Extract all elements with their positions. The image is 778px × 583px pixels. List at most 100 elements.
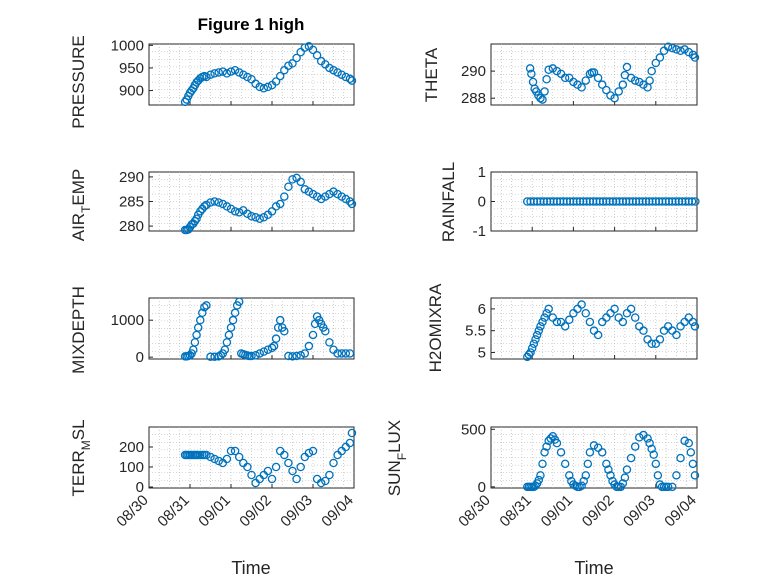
data-point-h2omixra [647, 339, 656, 348]
data-point-sun-flux [653, 471, 663, 480]
data-point-mixdepth [308, 330, 318, 340]
data-point-h2omixra [610, 304, 619, 314]
data-point-sun-flux [581, 471, 591, 480]
data-point-terr-msl [345, 438, 355, 448]
data-point-pressure [345, 74, 355, 84]
ylabel-sun-flux: SUNFLUX [385, 420, 409, 496]
data-point-sun-flux [546, 434, 555, 443]
figure-title: Figure 1 high [198, 15, 305, 34]
ylabel-terr-msl: TERRMSL [69, 419, 93, 496]
data-point-h2omixra [688, 317, 698, 327]
data-point-sun-flux [690, 471, 700, 480]
ytick-label-sun-flux: 0 [478, 479, 486, 496]
data-point-terr-msl [267, 474, 277, 484]
data-point-sun-flux [649, 450, 658, 459]
data-point-terr-msl [243, 462, 252, 472]
data-point-air-temp [300, 184, 310, 194]
data-point-air-temp [210, 197, 219, 206]
data-point-pressure [263, 82, 273, 92]
data-point-mixdepth [333, 349, 342, 358]
data-point-terr-msl [210, 454, 219, 464]
xtick-label-sun-flux: 09/02 [579, 492, 618, 531]
data-point-h2omixra [593, 330, 603, 340]
data-point-mixdepth [321, 327, 330, 336]
data-point-sun-flux [583, 459, 593, 469]
data-point-h2omixra [672, 330, 681, 340]
data-point-air-temp [234, 208, 244, 217]
data-point-terr-msl [304, 448, 314, 458]
data-point-h2omixra [690, 322, 700, 331]
subplot-h2omixra: 55.56 [465, 297, 700, 361]
data-point-mixdepth [206, 352, 215, 362]
data-point-sun-flux [663, 482, 673, 492]
data-point-air-temp [284, 182, 293, 191]
data-point-h2omixra [532, 330, 542, 340]
xlabel-left: Time [231, 558, 270, 578]
data-point-sun-flux [647, 444, 656, 454]
data-point-mixdepth [247, 351, 256, 361]
data-point-sun-flux [630, 442, 640, 451]
ytick-label-h2omixra: 6 [478, 301, 486, 318]
data-point-air-temp [329, 187, 338, 196]
data-point-theta [618, 80, 628, 89]
data-point-theta [630, 76, 640, 85]
data-point-air-temp [251, 212, 260, 222]
data-point-pressure [214, 68, 223, 77]
data-point-mixdepth [230, 308, 240, 318]
xtick-label-terr-msl: 09/03 [277, 492, 316, 531]
data-point-mixdepth [269, 341, 279, 351]
data-point-mixdepth [337, 349, 346, 358]
data-point-rainfall [691, 197, 700, 206]
data-point-mixdepth [280, 327, 289, 336]
data-point-sun-flux [622, 465, 632, 474]
data-point-air-temp [230, 207, 240, 216]
data-point-h2omixra [544, 304, 553, 314]
data-point-sun-flux [684, 438, 694, 448]
data-point-theta [593, 73, 603, 83]
data-point-terr-msl [321, 476, 330, 486]
data-point-air-temp [218, 199, 228, 209]
data-point-rainfall [687, 197, 697, 206]
data-point-sun-flux [651, 459, 661, 469]
ylabel-sun-rest: LUX [385, 420, 404, 453]
ytick-label-theta: 290 [461, 63, 486, 80]
ytick-label-terr-msl: 200 [119, 439, 144, 456]
data-point-h2omixra [531, 335, 540, 344]
ytick-label-terr-msl: 100 [119, 459, 144, 476]
data-point-sun-flux [585, 448, 595, 457]
data-point-theta [525, 64, 535, 73]
data-point-sun-flux [635, 433, 644, 442]
data-point-h2omixra [552, 317, 562, 327]
data-point-h2omixra [529, 339, 539, 348]
data-point-air-temp [202, 200, 211, 210]
data-point-air-temp [206, 198, 215, 207]
data-point-pressure [284, 61, 293, 70]
ytick-label-pressure: 1000 [111, 37, 144, 54]
data-point-sun-flux [540, 448, 549, 457]
data-point-air-temp [325, 189, 334, 199]
data-point-h2omixra [538, 317, 547, 327]
data-point-sun-flux [579, 476, 588, 486]
data-point-sun-flux [577, 481, 586, 490]
data-point-mixdepth [263, 345, 273, 355]
data-point-terr-msl [316, 478, 326, 488]
data-point-mixdepth [200, 302, 209, 312]
data-point-theta [542, 74, 551, 84]
subplot-mixdepth: 0 1000 [111, 297, 355, 366]
ylabel-rainfall: RAINFALL [439, 162, 458, 242]
data-point-terr-msl [288, 466, 297, 476]
ylabel-h2omixra: H2OMIXRA [426, 283, 445, 372]
data-point-terr-msl [280, 450, 289, 460]
data-point-theta [668, 43, 677, 53]
data-point-mixdepth [202, 301, 211, 310]
ytick-label-rainfall: -1 [473, 223, 486, 240]
data-point-h2omixra [524, 350, 534, 359]
data-point-sun-flux [556, 448, 566, 457]
data-point-air-temp [333, 189, 342, 199]
data-point-h2omixra [639, 326, 648, 335]
ytick-label-rainfall: 0 [478, 194, 486, 211]
data-point-pressure [337, 70, 346, 79]
data-point-mixdepth [292, 351, 301, 361]
data-point-air-temp [271, 202, 281, 211]
